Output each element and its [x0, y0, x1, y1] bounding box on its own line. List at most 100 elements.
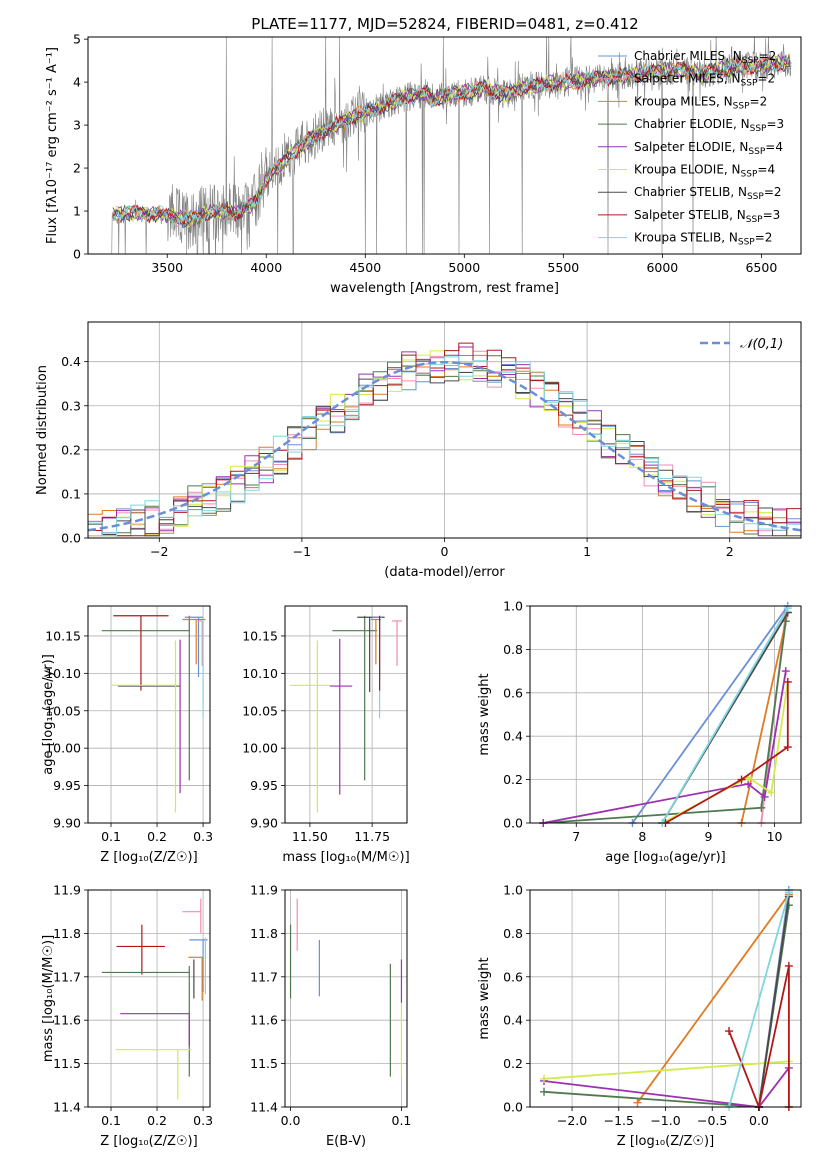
x-axis-label: (data-model)/error — [384, 565, 505, 580]
x-tick-label: 0.3 — [193, 1113, 213, 1128]
x-tick-label: 0.0 — [749, 1113, 769, 1128]
legend-label: Kroupa ELODIE, NSSP=4 — [634, 163, 775, 180]
legend-subscript: SSP — [741, 79, 758, 89]
spectrum-plot: 3500 4000 4500 5000 5500 6000 6500 0 1 2 3 4 5 wavele… — [45, 32, 802, 296]
y-tick-label: 11.7 — [250, 969, 278, 984]
y-axis-label: mass weight — [477, 673, 492, 755]
axes-frame — [87, 889, 211, 1108]
x-tick-label: 10 — [767, 829, 783, 844]
x-tick-label: −0.5 — [697, 1113, 727, 1128]
y-tick-label: 0.4 — [503, 729, 523, 744]
y-tick-label: 2 — [73, 161, 81, 176]
weight-line — [740, 612, 789, 823]
y-tick-label: 11.8 — [250, 926, 278, 941]
age-vs-Z-plot: 0.1 0.2 0.3 9.90 9.95 10.00 10.05 10.10 10.15 Z [… — [41, 605, 213, 865]
legend-label: Salpeter MILES, NSSP=2 — [634, 72, 775, 89]
model-spectrum-line — [112, 56, 791, 227]
x-tick-label: 5500 — [547, 260, 579, 275]
x-axis-label: wavelength [Angstrom, rest frame] — [330, 281, 559, 296]
y-tick-label: 0.2 — [503, 1056, 523, 1071]
histogram-step-line — [88, 354, 801, 537]
axes-frame — [87, 605, 211, 824]
y-tick-label: 10.15 — [45, 628, 81, 643]
y-axis-label: Flux [fλ10⁻¹⁷ erg cm⁻² s⁻¹ A⁻¹] — [45, 47, 60, 244]
legend-subscript: SSP — [742, 56, 759, 66]
legend-label: Salpeter ELODIE, NSSP=4 — [634, 140, 783, 157]
axes-frame — [284, 889, 408, 1108]
weight-marker — [725, 1027, 734, 1036]
y-tick-label: 10.05 — [242, 703, 278, 718]
x-axis-label: mass [log₁₀(M/M☉)] — [282, 850, 409, 865]
legend-label: Chabrier ELODIE, NSSP=3 — [634, 117, 784, 134]
spectrum-legend: Chabrier MILES, NSSP=2 Salpeter MILES, NS… — [598, 49, 784, 248]
axes-frame — [284, 605, 408, 824]
y-axis-label: mass [log₁₀(M/M☉)] — [41, 935, 56, 1062]
x-tick-label: 2 — [726, 544, 734, 559]
model-spectrum-line — [112, 55, 791, 227]
y-tick-label: 11.9 — [53, 883, 81, 898]
x-tick-label: 5000 — [448, 260, 480, 275]
weight-line — [758, 896, 790, 1107]
y-axis-label: mass weight — [477, 957, 492, 1039]
y-tick-label: 1 — [73, 204, 81, 219]
y-tick-label: 10.10 — [45, 666, 81, 681]
residuals-plot: −2 −1 0 1 2 0.0 0.1 0.2 0.3 0.4 (data-model)/error… — [35, 321, 802, 580]
x-tick-label: 11.50 — [292, 829, 328, 844]
legend-subscript: SSP — [741, 170, 758, 180]
legend-label: Salpeter STELIB, NSSP=3 — [634, 208, 780, 225]
figure-title: PLATE=1177, MJD=52824, FIBERID=0481, z=0… — [251, 15, 638, 33]
y-tick-label: 4 — [73, 75, 81, 90]
weight-marker — [757, 803, 766, 812]
legend-value: =4 — [765, 140, 783, 154]
x-axis-label: age [log₁₀(age/yr)] — [605, 850, 726, 865]
age-vs-mass-plot: 11.50 11.75 9.90 9.95 10.00 10.05 10.10 10.15 ma… — [242, 605, 410, 865]
weight-marker — [633, 1098, 642, 1107]
x-tick-label: 4000 — [250, 260, 282, 275]
mass-vs-Z-plot: 0.1 0.2 0.3 11.4 11.5 11.6 11.7 11.8 11.9 Z [log₁… — [41, 883, 213, 1150]
y-tick-label: 9.95 — [250, 778, 278, 793]
weight-vs-Z-plot: −2.0 −1.5 −1.0 −0.5 0.0 0.0 0.2 0.4 0.6 0.8 1.0 Z [… — [477, 883, 802, 1149]
x-tick-label: 1 — [583, 544, 591, 559]
y-tick-label: 9.90 — [53, 816, 81, 831]
legend-subscript: SSP — [748, 147, 765, 157]
y-tick-label: 1.0 — [503, 599, 523, 614]
weight-marker — [767, 788, 776, 797]
legend-value: =2 — [757, 72, 775, 86]
x-tick-label: −1.0 — [650, 1113, 680, 1128]
y-tick-label: 10.00 — [242, 741, 278, 756]
legend-subscript: SSP — [750, 124, 767, 134]
weight-vs-age-plot: 7 8 9 10 0.0 0.2 0.4 0.6 0.8 1.0 age [log₁₀(age/yr… — [477, 599, 802, 865]
x-tick-label: 0.3 — [193, 829, 213, 844]
x-tick-label: −2.0 — [557, 1113, 587, 1128]
weight-line — [728, 965, 790, 1107]
x-tick-label: 7 — [572, 829, 580, 844]
y-tick-label: 11.4 — [53, 1100, 81, 1115]
plots-container: 3500 4000 4500 5000 5500 6000 6500 0 1 2 3 4 5 wavele… — [35, 32, 802, 1150]
legend-value: =2 — [759, 49, 777, 63]
histogram-step-line — [88, 356, 801, 537]
y-tick-label: 5 — [73, 32, 81, 47]
weight-marker — [783, 743, 792, 752]
x-tick-label: −1 — [293, 544, 311, 559]
y-tick-label: 0.2 — [61, 442, 81, 457]
x-tick-label: 6000 — [646, 260, 678, 275]
model-spectrum-line — [112, 57, 791, 229]
x-tick-label: 0.2 — [147, 1113, 167, 1128]
y-tick-label: 11.8 — [53, 926, 81, 941]
y-tick-label: 10.00 — [45, 741, 81, 756]
mass-vs-EBV-plot: 0.0 0.1 11.4 11.5 11.6 11.7 11.8 11.9 E(B-V) — [250, 883, 411, 1150]
y-tick-label: 11.5 — [53, 1056, 81, 1071]
weight-line — [543, 670, 787, 823]
weight-line — [728, 891, 790, 1107]
x-tick-label: 0.0 — [281, 1113, 301, 1128]
y-tick-label: 11.6 — [53, 1013, 81, 1028]
y-tick-label: 0 — [73, 247, 81, 262]
legend-label: Kroupa STELIB, NSSP=2 — [634, 231, 772, 248]
x-tick-label: 4500 — [349, 260, 381, 275]
y-tick-label: 0.6 — [503, 969, 523, 984]
y-tick-label: 10.10 — [242, 666, 278, 681]
legend-label: Chabrier MILES, NSSP=2 — [634, 49, 776, 66]
y-tick-label: 0.0 — [503, 1100, 523, 1115]
y-tick-label: 0.0 — [503, 816, 523, 831]
y-tick-label: 3 — [73, 118, 81, 133]
